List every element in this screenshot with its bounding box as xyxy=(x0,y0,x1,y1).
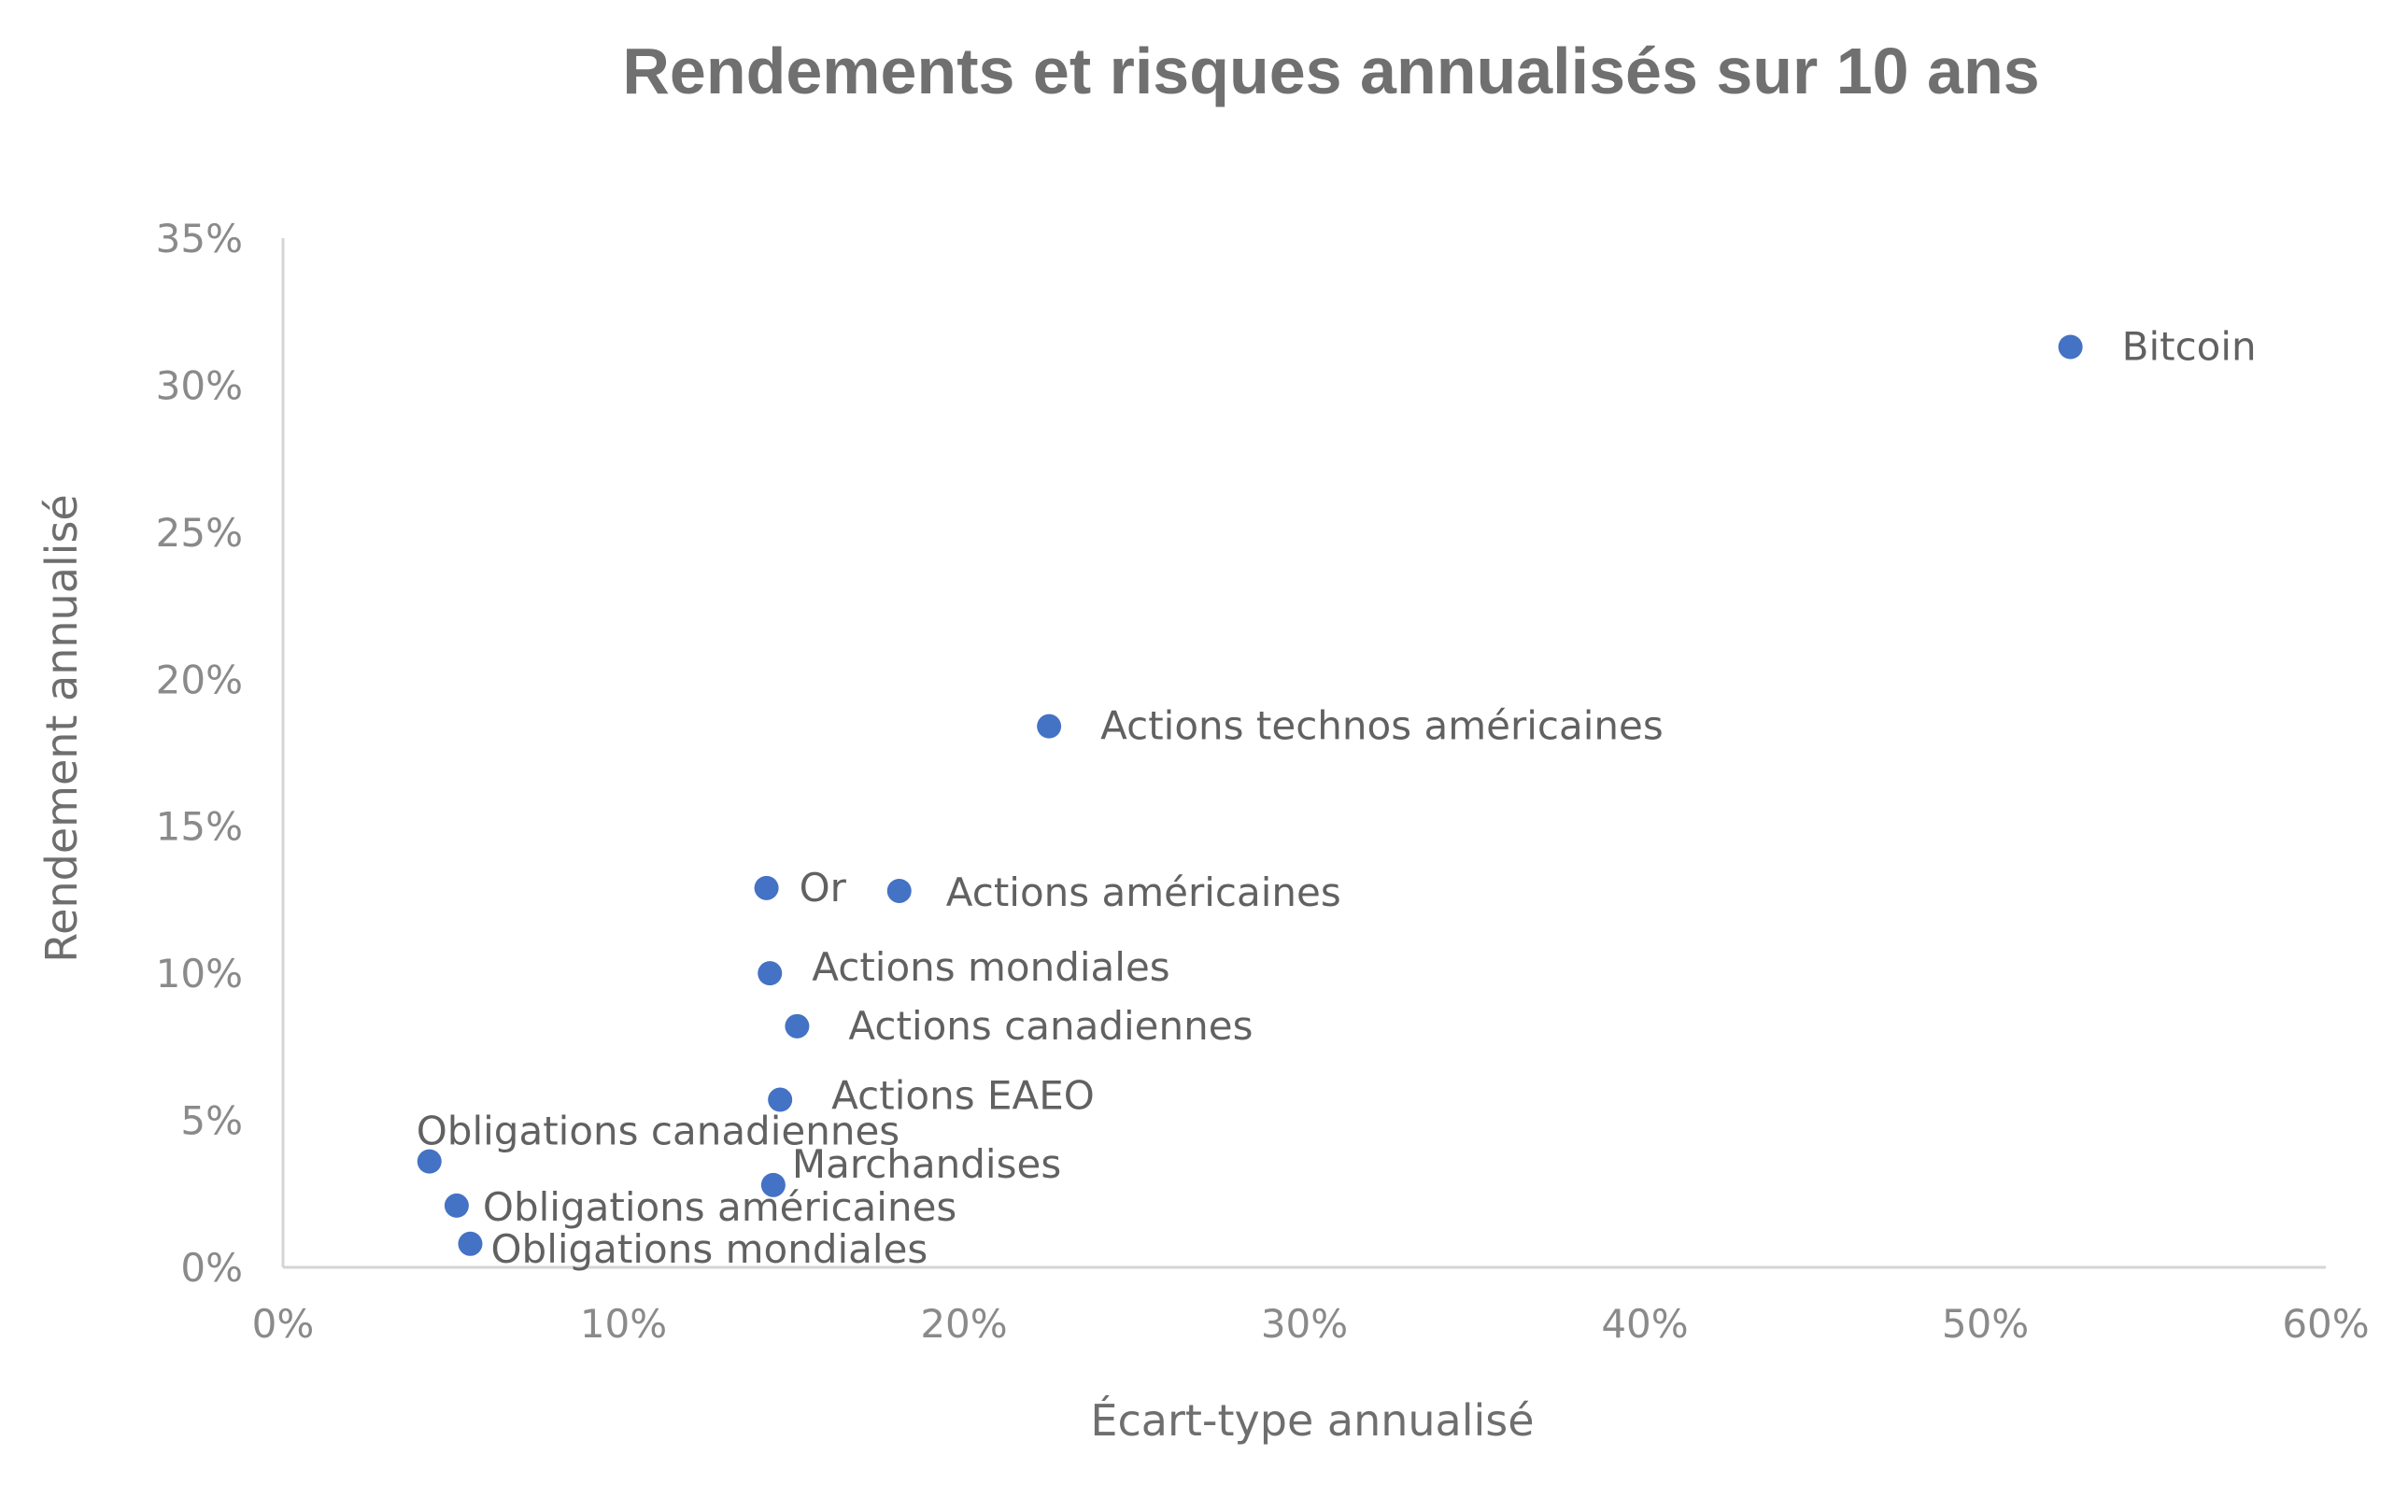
data-point xyxy=(785,1013,810,1039)
data-point xyxy=(1037,714,1062,739)
data-point xyxy=(2058,334,2083,360)
y-tick-labels: 0% 5% 10% 15% 20% 25% 30% 35% xyxy=(156,216,243,1291)
x-tick-label: 10% xyxy=(580,1301,667,1347)
data-point-label: Obligations canadiennes xyxy=(417,1109,899,1154)
data-point xyxy=(768,1087,793,1112)
data-points: Bitcoin Actions technos américaines Or Acti… xyxy=(417,323,2257,1271)
data-point xyxy=(444,1193,469,1218)
data-point-label: Actions américaines xyxy=(946,869,1341,915)
data-point-label: Actions canadiennes xyxy=(848,1003,1253,1049)
x-tick-label: 20% xyxy=(920,1301,1007,1347)
data-point-label: Actions EAEO xyxy=(831,1073,1095,1119)
data-point-label: Actions technos américaines xyxy=(1100,703,1664,749)
chart-title: Rendements et risques annualisés sur 10 … xyxy=(622,35,2039,107)
x-tick-label: 40% xyxy=(1601,1301,1688,1347)
data-point xyxy=(417,1149,442,1174)
data-point-label: Obligations mondiales xyxy=(490,1226,928,1272)
y-tick-label: 25% xyxy=(156,510,243,556)
data-point xyxy=(758,961,783,986)
y-tick-label: 30% xyxy=(156,362,243,408)
data-point-label: Bitcoin xyxy=(2122,323,2257,369)
y-tick-label: 20% xyxy=(156,657,243,702)
data-point xyxy=(754,875,779,900)
x-tick-label: 30% xyxy=(1261,1301,1348,1347)
data-point-label: Marchandises xyxy=(792,1141,1061,1187)
x-tick-labels: 0% 10% 20% 30% 40% 50% 60% xyxy=(252,1301,2370,1347)
x-tick-label: 0% xyxy=(252,1301,315,1347)
data-point xyxy=(458,1231,483,1256)
y-tick-label: 35% xyxy=(156,216,243,261)
data-point xyxy=(886,878,912,903)
y-tick-label: 15% xyxy=(156,804,243,850)
x-tick-label: 60% xyxy=(2282,1301,2369,1347)
data-point xyxy=(760,1172,786,1197)
y-axis-title: Rendement annualisé xyxy=(36,494,87,962)
x-tick-label: 50% xyxy=(1942,1301,2029,1347)
y-tick-label: 10% xyxy=(156,951,243,996)
y-tick-label: 0% xyxy=(180,1245,243,1291)
data-point-label: Actions mondiales xyxy=(812,944,1169,990)
data-point-label: Or xyxy=(800,865,847,911)
data-point-label: Obligations américaines xyxy=(483,1184,956,1230)
y-tick-label: 5% xyxy=(180,1098,243,1144)
x-axis-title: Écart-type annualisé xyxy=(1090,1395,1534,1446)
